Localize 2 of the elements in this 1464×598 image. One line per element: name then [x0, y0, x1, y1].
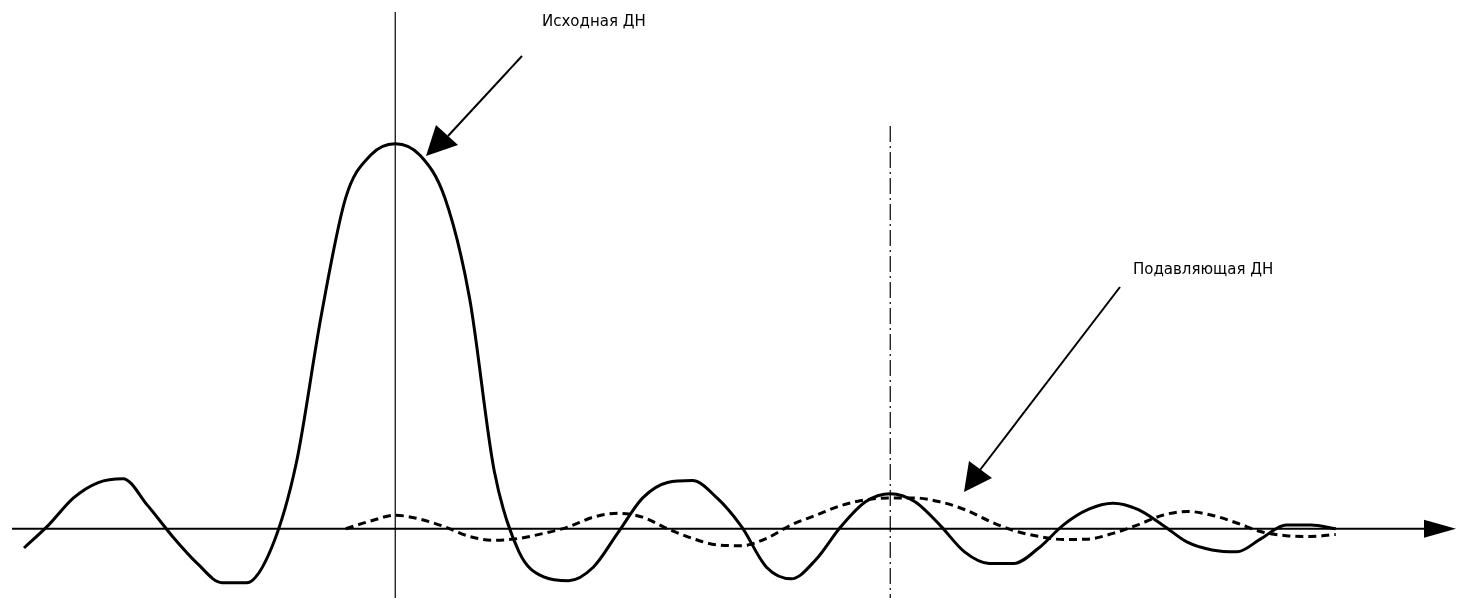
text: Исходная ДН — [542, 11, 646, 30]
annotation: Подавляющая ДН — [1133, 259, 1274, 278]
